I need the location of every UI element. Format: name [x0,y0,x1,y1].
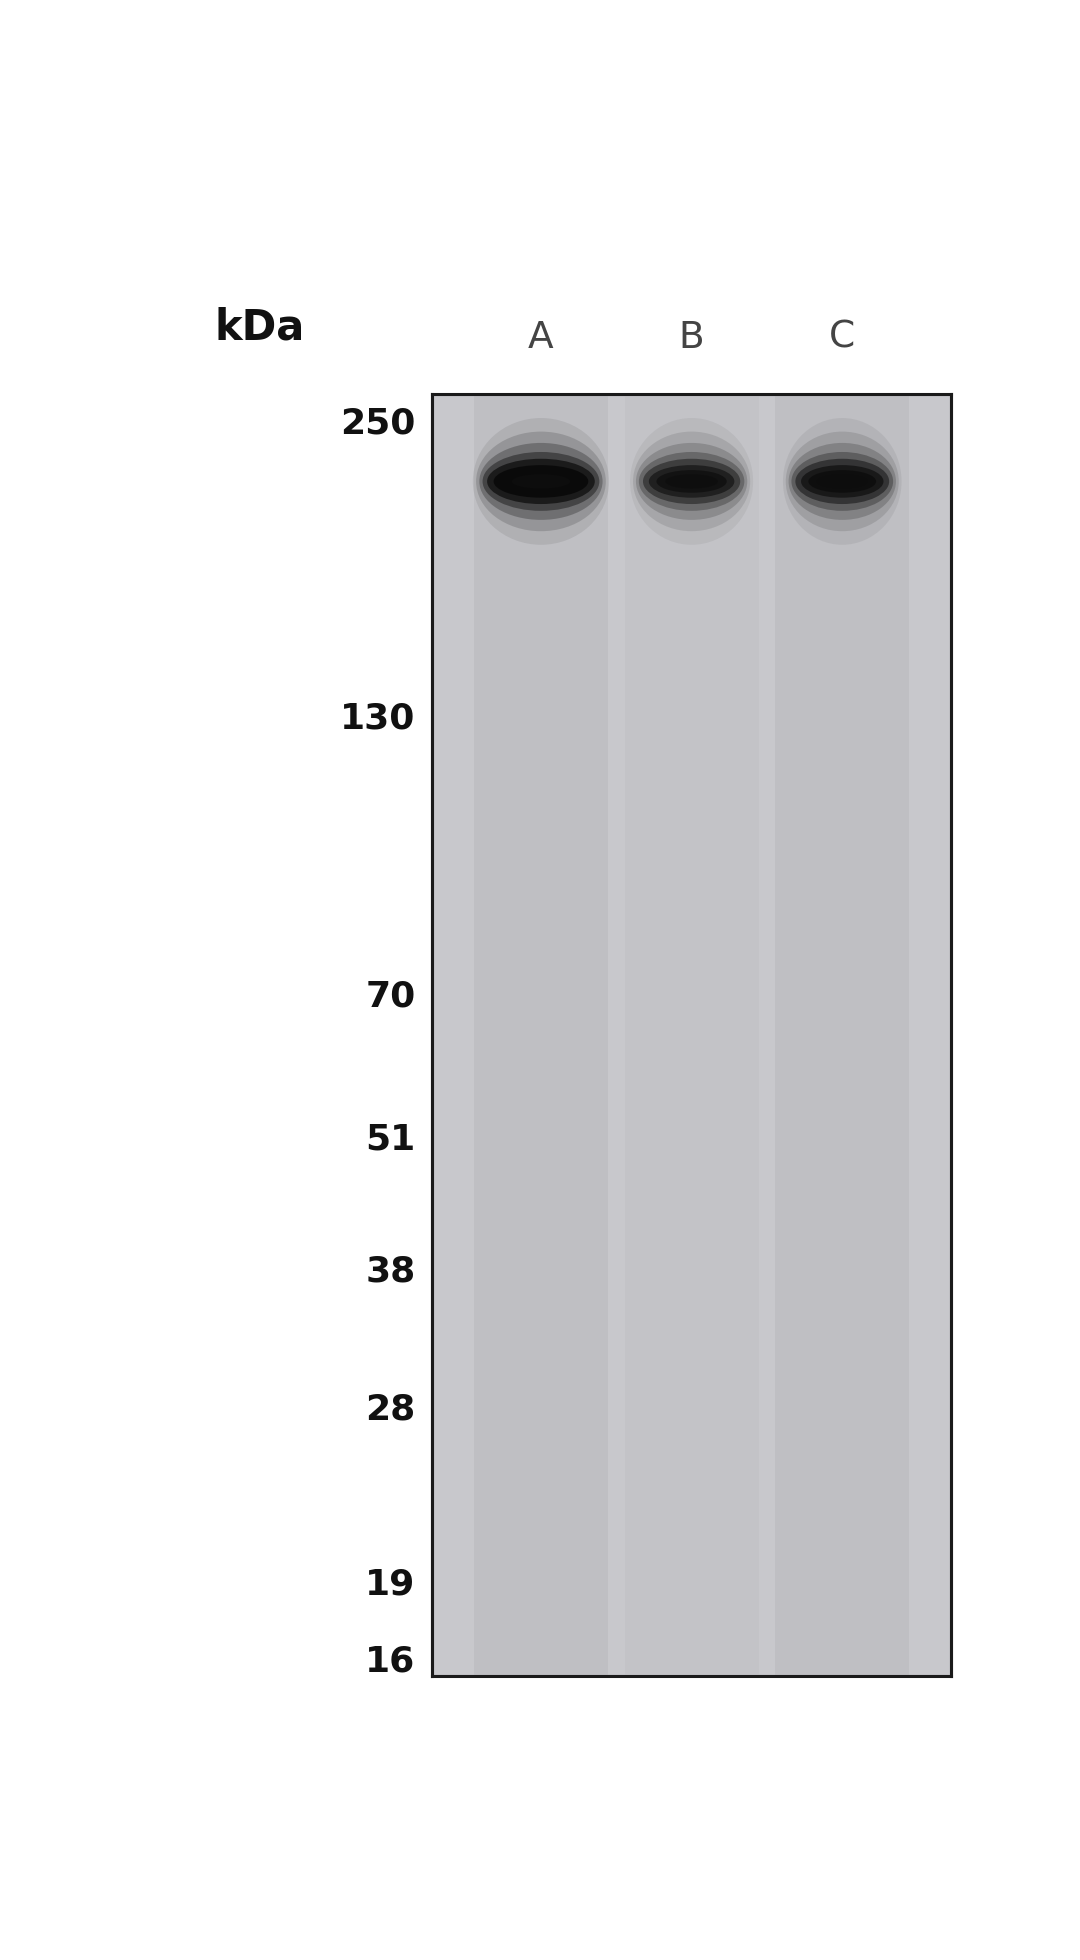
Bar [624,394,758,1676]
Ellipse shape [649,465,734,498]
Ellipse shape [786,431,899,531]
Ellipse shape [639,453,744,512]
Text: 28: 28 [365,1392,416,1427]
Ellipse shape [480,443,603,519]
Ellipse shape [783,417,902,545]
Ellipse shape [630,417,753,545]
Text: C: C [829,319,855,357]
Text: 19: 19 [365,1568,416,1601]
Text: 70: 70 [365,980,416,1013]
Bar [432,394,951,1676]
Ellipse shape [792,453,893,512]
Ellipse shape [788,443,896,519]
Ellipse shape [795,459,889,504]
Ellipse shape [483,453,599,512]
Bar [432,1676,951,1903]
Ellipse shape [801,465,883,498]
Text: 16: 16 [365,1644,416,1678]
Ellipse shape [643,459,740,504]
Ellipse shape [476,431,606,531]
Ellipse shape [636,443,747,519]
Text: 130: 130 [340,702,416,735]
Text: 51: 51 [365,1123,416,1156]
Bar [775,394,909,1676]
Ellipse shape [808,470,876,492]
Bar [474,394,608,1676]
Ellipse shape [502,470,580,492]
Ellipse shape [512,474,570,488]
Ellipse shape [633,431,751,531]
Text: 38: 38 [365,1254,416,1290]
Text: A: A [528,319,554,357]
Ellipse shape [816,474,867,488]
Ellipse shape [494,465,589,498]
Ellipse shape [665,474,718,488]
Ellipse shape [657,470,727,492]
Text: B: B [679,319,704,357]
Ellipse shape [487,459,595,504]
Text: 250: 250 [340,408,416,441]
Text: kDa: kDa [215,306,305,349]
Ellipse shape [473,417,609,545]
Bar [432,167,951,394]
